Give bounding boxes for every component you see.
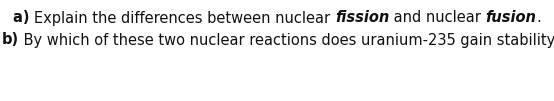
Text: a): a) [13,11,34,25]
Text: By which of these two nuclear reactions does uranium-235 gain stability and stat: By which of these two nuclear reactions … [19,33,554,47]
Text: b): b) [2,33,19,47]
Text: fission: fission [335,11,389,25]
Text: fusion: fusion [486,11,537,25]
Text: and nuclear: and nuclear [389,11,486,25]
Text: .: . [537,11,541,25]
Text: Explain the differences between nuclear: Explain the differences between nuclear [34,11,335,25]
